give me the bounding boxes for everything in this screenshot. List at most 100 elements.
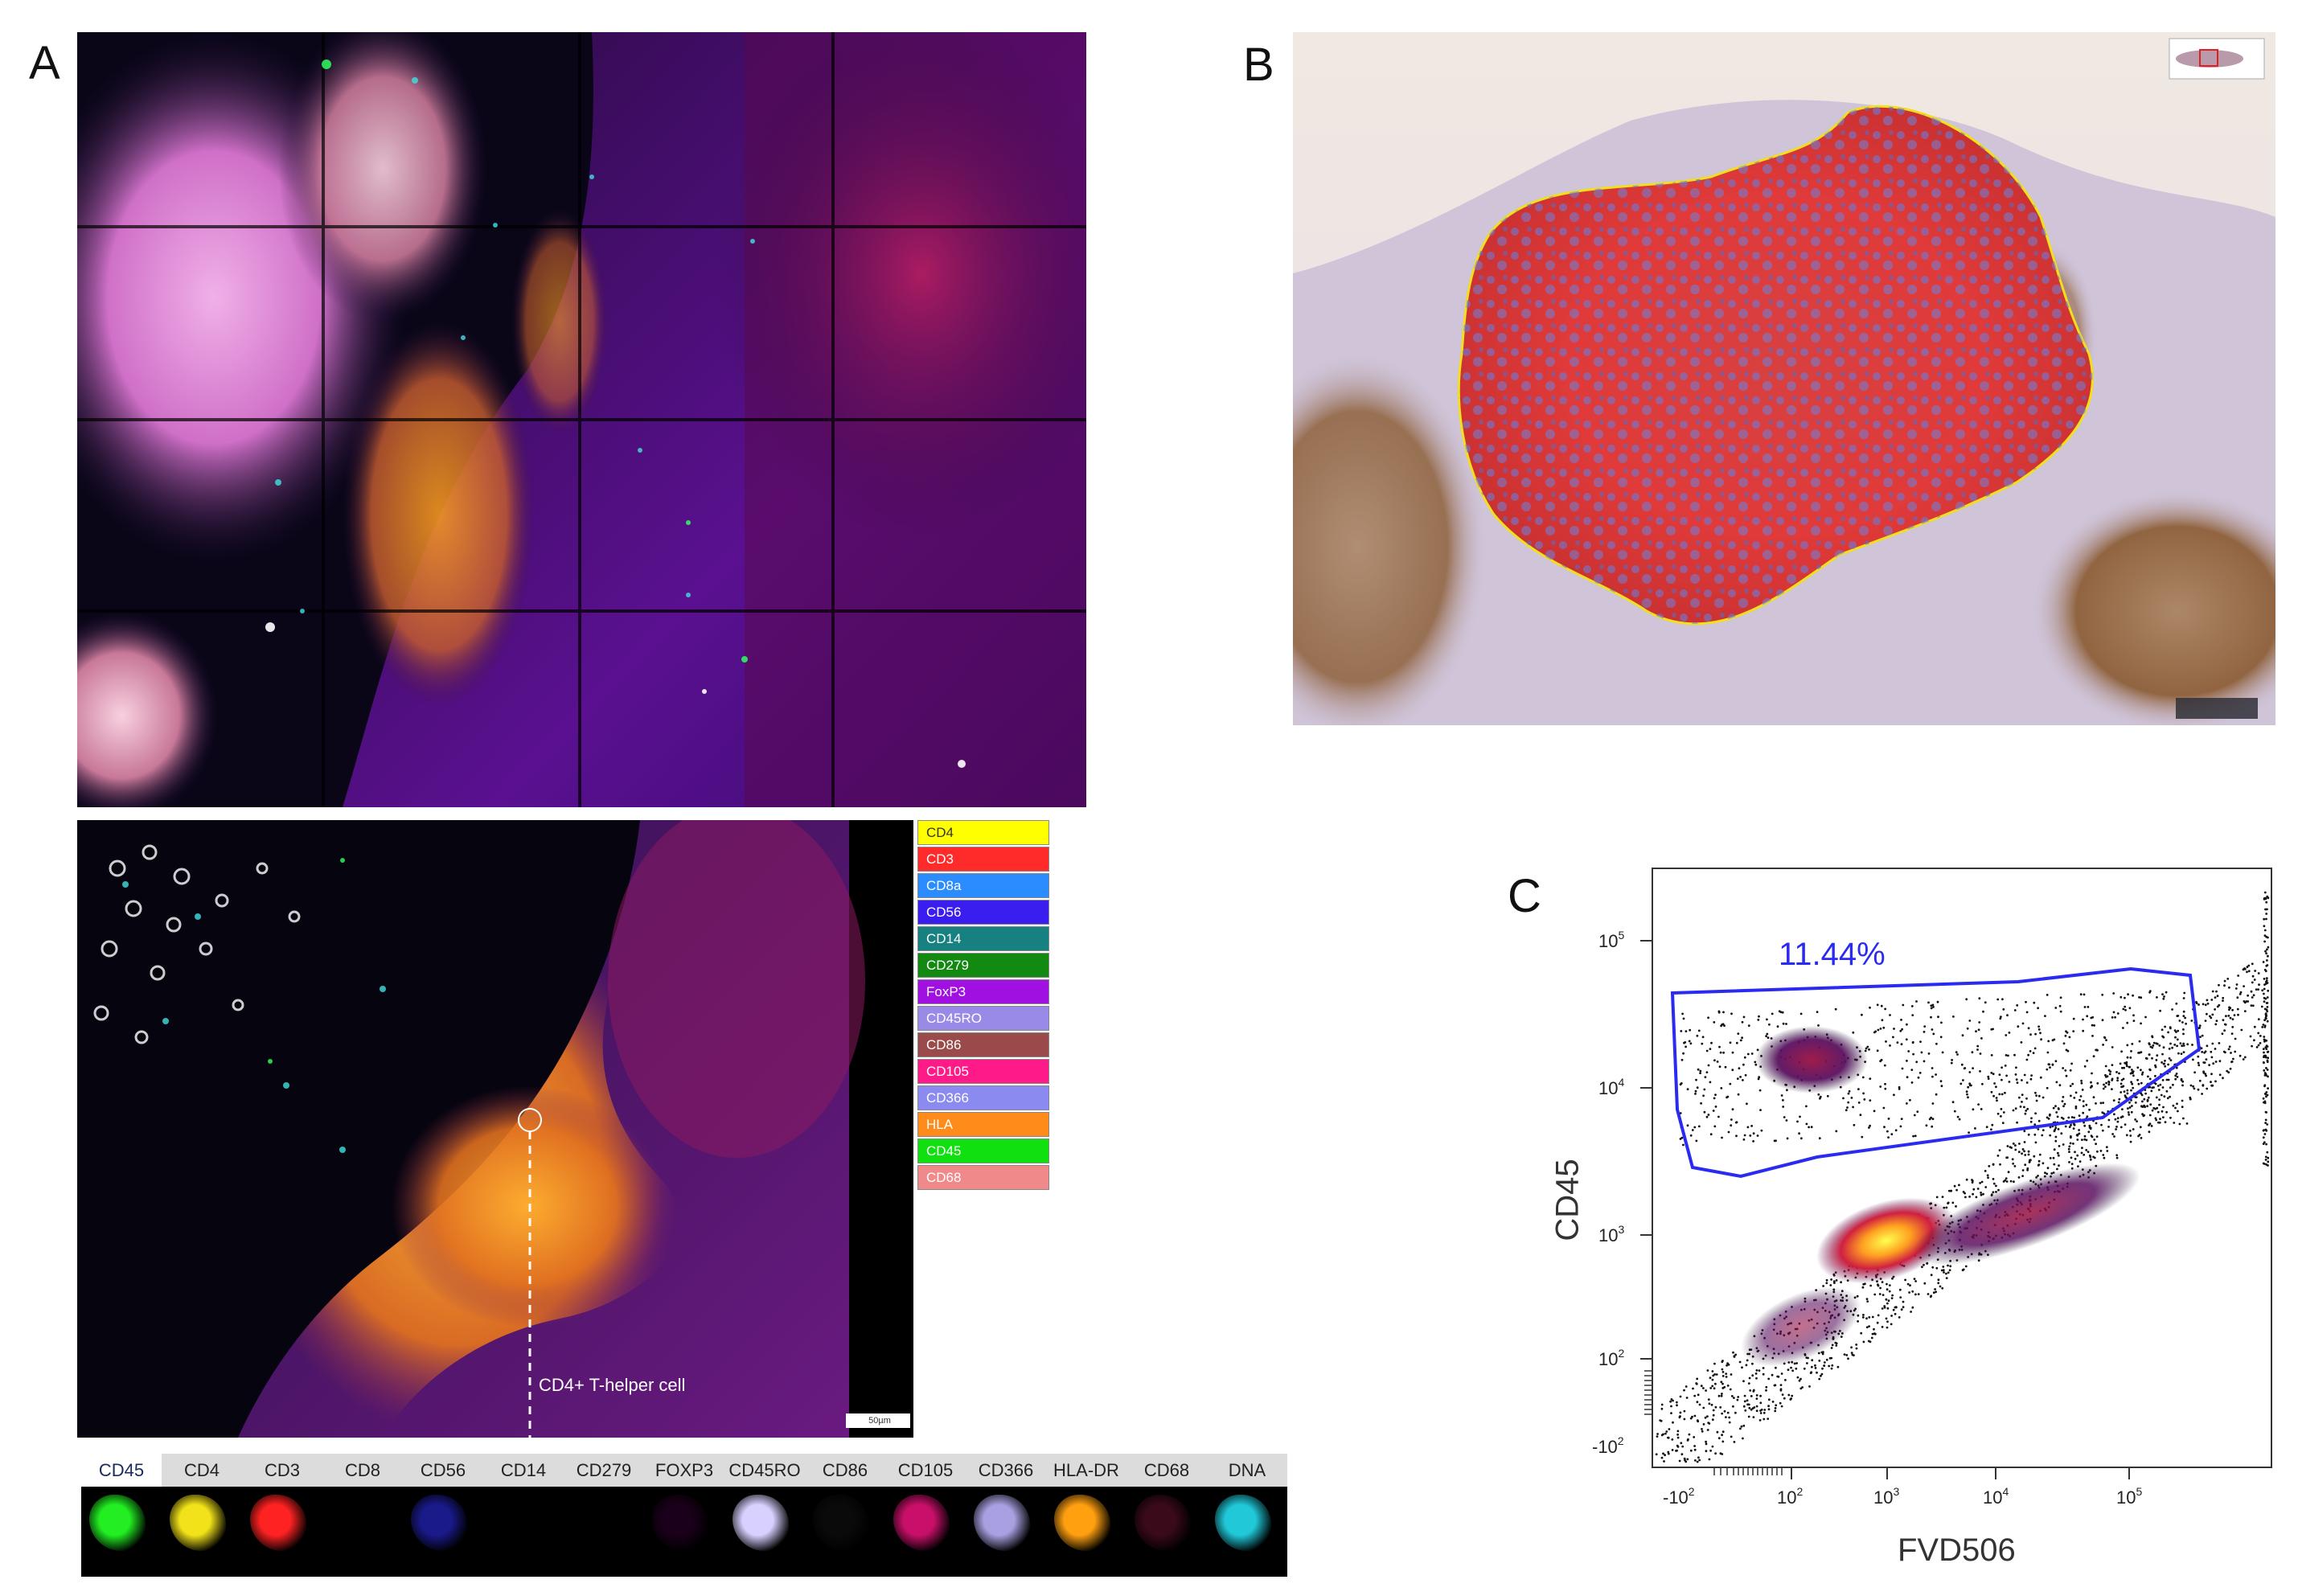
event-dot [2010,1147,2013,1149]
event-dot [1984,1001,1987,1004]
event-dot [2171,1008,2173,1011]
event-dot [1953,1184,1956,1188]
event-dot [2001,1122,2005,1125]
legend-item-cd45ro: CD45RO [917,1006,1049,1031]
event-dot [2025,1000,2027,1003]
event-dot [2068,1126,2071,1128]
event-dot [2117,1101,2120,1104]
event-dot [1775,1366,1777,1369]
event-dot [1816,1011,1819,1013]
event-dot [1943,1271,1945,1274]
event-dot [1716,1430,1719,1434]
event-dot [2174,1106,2177,1110]
event-dot [2229,1067,2232,1070]
event-dot [2049,1066,2051,1069]
event-dot [1762,1418,1766,1421]
event-dot [1971,1179,1973,1181]
event-dot [2015,1066,2017,1069]
event-dot [2034,1141,2037,1144]
event-dot [2210,1081,2212,1084]
event-dot [1742,1079,1744,1081]
event-dot [1676,1449,1678,1452]
event-dot [1751,1362,1754,1365]
event-dot [1898,1085,1901,1089]
event-dot [2072,1127,2075,1130]
event-dot [2237,1013,2239,1016]
event-dot [2030,1074,2033,1077]
event-dot [1892,1308,1895,1311]
event-dot [1886,1326,1889,1329]
event-dot [2161,1110,2164,1113]
event-dot [1810,1371,1813,1374]
event-dot [2034,1032,2037,1036]
y-axis-label: CD45 [1549,1159,1586,1241]
event-dot [1976,1188,1980,1190]
event-dot [1980,1037,1983,1040]
event-dot [1725,1372,1728,1375]
event-dot [1701,1036,1705,1039]
event-dot [2181,1084,2184,1087]
event-dot [2263,925,2266,928]
event-dot [2005,1034,2008,1036]
event-dot [2121,1066,2124,1069]
event-dot [1749,1134,1752,1137]
event-dot [2167,1078,2170,1081]
event-dot [2006,1145,2009,1147]
event-dot [1733,1397,1735,1399]
event-dot [1996,1099,1998,1102]
event-dot [1722,1051,1725,1054]
event-dot [2222,1077,2224,1080]
channel-thumbnail [162,1487,242,1577]
event-dot [2191,1044,2193,1046]
event-dot [1688,1040,1691,1043]
event-dot [2021,1152,2023,1155]
event-dot [2027,1053,2029,1056]
event-dot [1689,1134,1693,1137]
event-dot [2184,1016,2186,1020]
event-dot [2189,1096,2192,1099]
event-dot [1931,1125,1934,1128]
event-dot [2007,1054,2009,1057]
event-dot [2137,1052,2140,1054]
event-dot [1717,1115,1720,1118]
event-dot [1992,1163,1995,1166]
event-dot [1910,1005,1914,1007]
event-dot [2080,1079,2083,1082]
event-dot [2068,1161,2070,1163]
event-dot [2266,1123,2269,1126]
event-dot [2145,1057,2148,1060]
event-dot [1966,1093,1968,1096]
event-dot [2009,1180,2013,1183]
channel-cd14: CD14 [483,1454,564,1582]
event-dot [1705,1440,1707,1443]
event-dot [2021,1175,2024,1177]
event-dot [2132,1128,2135,1130]
event-dot [2154,1074,2156,1077]
event-dot [1899,1296,1902,1299]
event-dot [1909,1284,1911,1287]
event-dot [1780,1372,1783,1375]
event-dot [2180,1052,2183,1055]
event-dot [2059,996,2062,999]
event-dot [2242,968,2245,971]
event-dot [1916,1110,1919,1113]
event-dot [2144,1092,2147,1095]
event-dot [1680,1136,1684,1139]
event-dot [1785,1023,1787,1025]
event-dot [1906,1076,1909,1079]
event-dot [2182,997,2185,999]
event-dot [2124,1061,2127,1065]
event-dot [1725,1376,1728,1378]
event-dot [2111,1064,2114,1066]
event-dot [1775,1404,1778,1407]
event-dot [2182,1051,2185,1053]
event-dot [2058,1164,2060,1167]
event-dot [2025,1097,2028,1100]
event-dot [2230,1032,2234,1035]
event-dot [1958,1118,1961,1121]
event-dot [1979,1182,1981,1184]
event-dot [1693,1394,1697,1397]
legend-item-cd279: CD279 [917,953,1049,978]
event-dot [1868,1048,1870,1051]
event-dot [1861,1286,1865,1289]
